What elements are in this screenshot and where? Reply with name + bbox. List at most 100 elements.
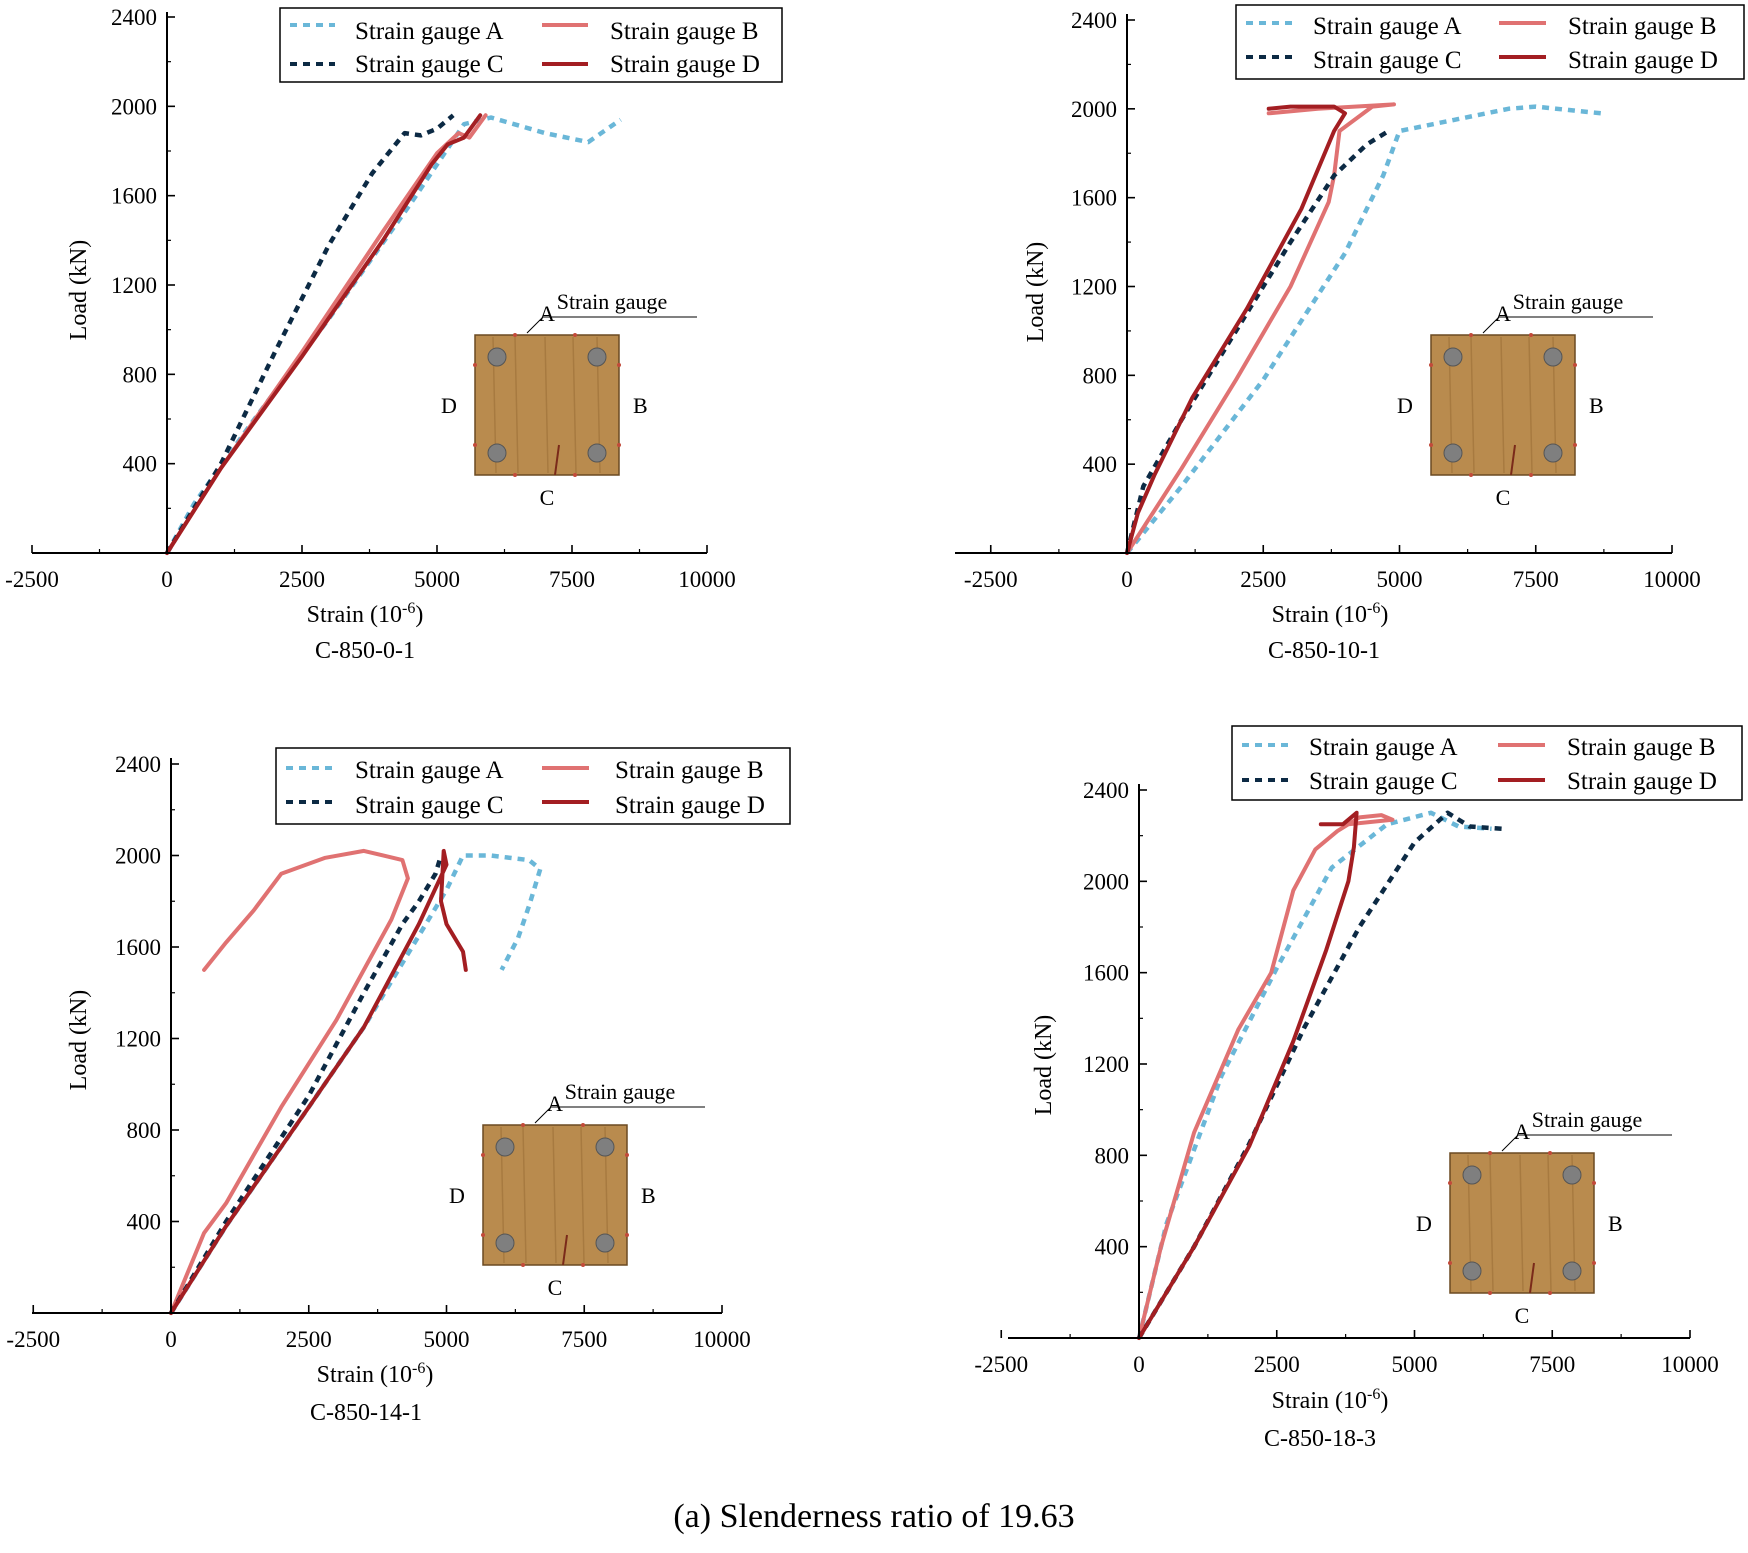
y-axis-label: Load (kN) [66, 990, 92, 1091]
inset-label-d: D [1416, 1211, 1432, 1236]
y-axis-label: Load (kN) [1023, 242, 1049, 343]
axes: -2500 0 2500 5000 7500 10000 400 800 1200 1600 200… [955, 8, 1701, 592]
series-line-strain-gauge-d [1137, 810, 1359, 1340]
x-tick-label: 5000 [424, 1327, 470, 1352]
legend-label-d: Strain gauge D [610, 51, 760, 78]
legend-frame [279, 7, 783, 83]
y-tick-label: 1600 [1071, 186, 1117, 211]
rebar-circle [1543, 443, 1563, 463]
rebar-circle [495, 1233, 515, 1253]
series-line-strain-gauge-a [165, 115, 622, 555]
rebar-circle [587, 347, 607, 367]
chart-title: C-850-0-1 [315, 638, 415, 664]
y-tick-label: 1200 [1071, 275, 1117, 300]
legend-label-c: Strain gauge C [1309, 768, 1458, 795]
y-tick-label: 400 [1083, 452, 1118, 477]
chart-panel-c-850-0-1: -2500 0 2500 5000 7500 10000 400 800 1200 1600 200… [5, 5, 783, 664]
x-tick-label: 7500 [1513, 567, 1559, 592]
rebar-circle [487, 347, 507, 367]
inset-label-b: B [1589, 393, 1604, 418]
series-line-strain-gauge-a [1136, 810, 1492, 1339]
legend: Strain gauge A Strain gauge B Strain gau… [1235, 4, 1745, 80]
series-line-strain-gauge-c [165, 113, 455, 555]
chart-title: C-850-14-1 [310, 1400, 422, 1426]
y-tick-label: 1200 [115, 1027, 161, 1052]
gauge-dot [513, 333, 517, 337]
gauge-leader-line [534, 1106, 705, 1124]
inset-label-a: A [539, 301, 555, 326]
series-line-strain-gauge-a [1125, 104, 1602, 555]
rebar-circle [587, 443, 607, 463]
legend-label-a: Strain gauge A [355, 18, 504, 45]
legend: Strain gauge A Strain gauge B Strain gau… [279, 7, 783, 83]
legend-label-a: Strain gauge A [1309, 734, 1458, 761]
y-tick-label: 800 [123, 362, 158, 387]
gauge-dot [1429, 443, 1433, 447]
y-tick-label: 2400 [1083, 778, 1129, 803]
x-tick-label: 10000 [693, 1327, 751, 1352]
gauge-dot [1592, 1181, 1596, 1185]
wood-grain [1500, 336, 1505, 474]
y-tick-label: 1600 [1083, 961, 1129, 986]
figure-caption: (a) Slenderness ratio of 19.63 [673, 1498, 1075, 1535]
y-tick-label: 1600 [111, 184, 157, 209]
x-tick-label: 0 [161, 567, 173, 592]
gauge-dot [1448, 1261, 1452, 1265]
series-line-strain-gauge-c [1124, 129, 1390, 554]
y-tick-label: 400 [1095, 1235, 1130, 1260]
gauge-dot [481, 1153, 485, 1157]
x-tick-label: 2500 [1254, 1352, 1300, 1377]
wood-grain [1547, 1154, 1552, 1292]
gauge-dot [1573, 443, 1577, 447]
inset-label-d: D [441, 393, 457, 418]
cross-section-inset: A C D B Strain gauge [441, 289, 697, 510]
x-tick-label: 0 [1121, 567, 1133, 592]
legend-label-c: Strain gauge C [1313, 47, 1462, 74]
inset-label-b: B [1608, 1211, 1623, 1236]
x-tick-label: 10000 [678, 567, 736, 592]
gauge-dot [581, 1123, 585, 1127]
y-tick-label: 2400 [115, 752, 161, 777]
legend-label-b: Strain gauge B [615, 757, 764, 784]
inset-label-c: C [540, 485, 555, 510]
rebar-circle [1543, 347, 1563, 367]
legend-label-d: Strain gauge D [1567, 768, 1717, 795]
inset-label-b: B [641, 1183, 656, 1208]
axes: -2500 0 2500 5000 7500 10000 400 800 1200 1600 200… [974, 778, 1718, 1377]
rebar-circle [1443, 347, 1463, 367]
gauge-dot [473, 443, 477, 447]
gauge-dot [1529, 473, 1533, 477]
x-axis-label: Strain (10-6) [317, 1360, 434, 1388]
gauge-dot [1469, 333, 1473, 337]
x-axis-label: Strain (10-6) [1272, 600, 1389, 628]
chart-panel-c-850-14-1: -2500 0 2500 5000 7500 10000 400 800 1200 1600 200… [6, 747, 791, 1426]
cross-section-inset: A C D B Strain gauge [1397, 289, 1653, 510]
rebar-circle [487, 443, 507, 463]
chart-title: C-850-18-3 [1264, 1426, 1376, 1452]
gauge-dot [581, 1263, 585, 1267]
y-tick-label: 2400 [1071, 8, 1117, 33]
wood-grain [1528, 336, 1533, 474]
y-tick-label: 2000 [1083, 869, 1129, 894]
rebar-circle [1462, 1165, 1482, 1185]
gauge-dot [625, 1153, 629, 1157]
series-line-strain-gauge-b [165, 113, 488, 555]
wood-grain [544, 336, 549, 474]
x-tick-label: -2500 [5, 567, 59, 592]
series-line-strain-gauge-d [1125, 104, 1347, 555]
series-line-strain-gauge-d [169, 848, 468, 1315]
gauge-dot [1548, 1151, 1552, 1155]
legend-frame [1235, 4, 1745, 80]
y-axis-label: Load (kN) [1031, 1015, 1057, 1116]
chart-panel-c-850-10-1: -2500 0 2500 5000 7500 10000 400 800 1200 1600 200… [955, 4, 1745, 664]
series-line-strain-gauge-c [169, 854, 444, 1315]
crack-mark [562, 1234, 568, 1266]
x-tick-label: 10000 [1661, 1352, 1719, 1377]
gauge-dot [1488, 1151, 1492, 1155]
inset-label-strain-gauge: Strain gauge [1513, 289, 1624, 314]
legend-label-b: Strain gauge B [1568, 13, 1717, 40]
wood-grain [514, 336, 519, 474]
rebar-circle [1562, 1165, 1582, 1185]
x-tick-label: 0 [1133, 1352, 1145, 1377]
y-tick-label: 1600 [115, 935, 161, 960]
